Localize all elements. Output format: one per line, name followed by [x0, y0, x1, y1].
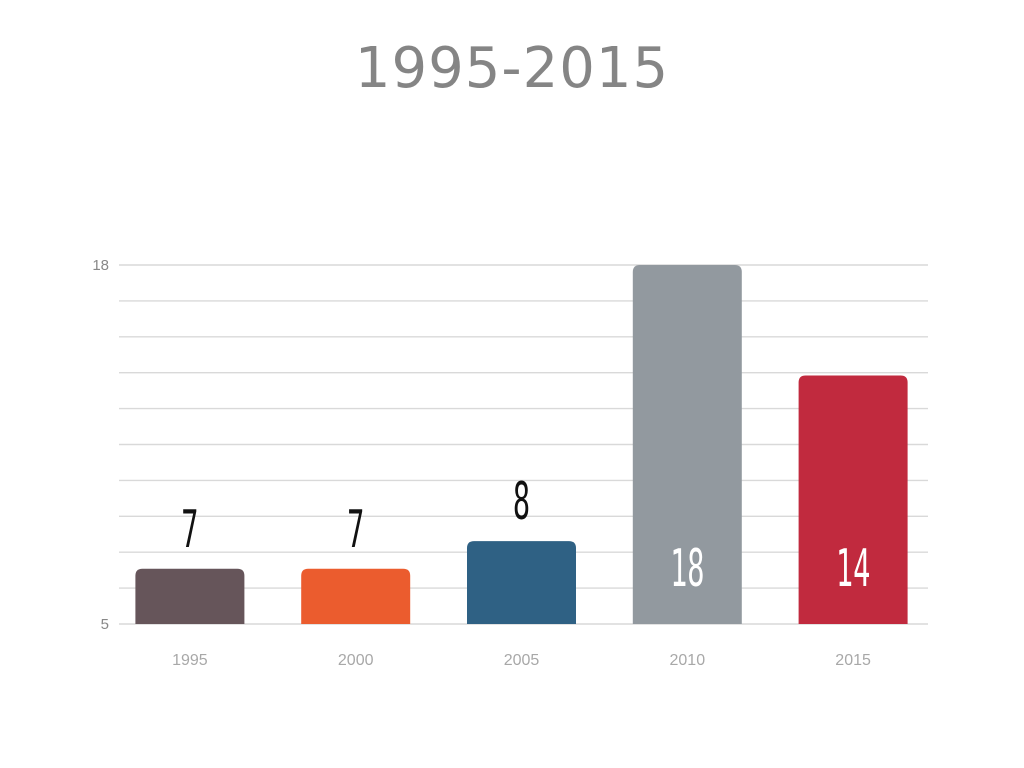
x-tick-label: 2010: [670, 652, 706, 669]
bar-value-label: 18: [670, 538, 704, 599]
x-tick-label: 1995: [172, 652, 208, 669]
y-tick-label: 18: [92, 257, 109, 274]
bar-2005: [467, 541, 576, 624]
bar-2000: [301, 568, 411, 624]
bar-value-label: 7: [347, 498, 364, 559]
x-tick-label: 2015: [835, 652, 871, 669]
x-tick-label: 2000: [338, 652, 374, 669]
bar-value-label: 8: [513, 471, 530, 532]
bar-value-label: 14: [836, 538, 870, 599]
bar-2010: [632, 265, 742, 624]
bar-1995: [135, 568, 245, 624]
x-tick-label: 2005: [504, 652, 540, 669]
y-tick-label: 5: [101, 616, 109, 633]
bar-value-label: 7: [181, 498, 198, 559]
bar-2015: [798, 375, 908, 624]
chart-title: 1995-2015: [354, 36, 670, 101]
